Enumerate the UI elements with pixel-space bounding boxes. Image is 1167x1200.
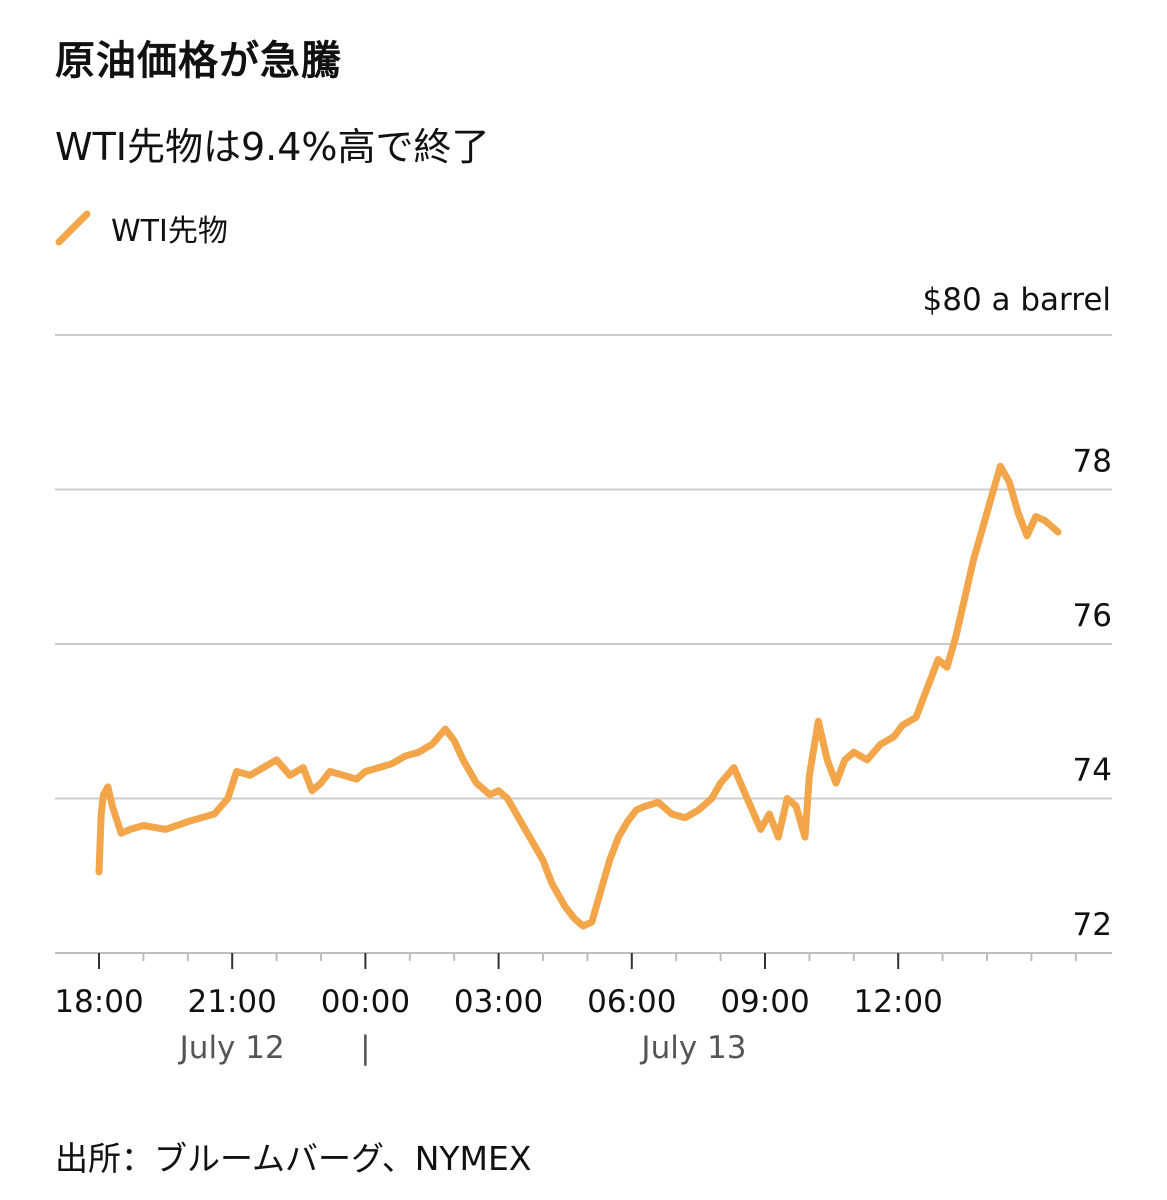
legend: WTI先物 bbox=[55, 208, 228, 249]
x-tick-label: 21:00 bbox=[188, 984, 277, 1020]
x-tick-label: 03:00 bbox=[454, 984, 543, 1020]
x-tick-label: 18:00 bbox=[54, 984, 143, 1020]
y-tick-label-78: 78 bbox=[1073, 444, 1112, 480]
y-axis-unit-label: $80 a barrel bbox=[922, 282, 1112, 318]
chart-title: 原油価格が急騰 bbox=[55, 38, 342, 84]
date-label: July 12 bbox=[178, 1030, 285, 1066]
chart-subtitle: WTI先物は9.4%高で終了 bbox=[55, 125, 490, 169]
x-tick-label: 06:00 bbox=[587, 984, 676, 1020]
y-tick-label-76: 76 bbox=[1073, 598, 1112, 634]
date-label: July 13 bbox=[639, 1030, 746, 1066]
y-tick-label-72: 72 bbox=[1073, 907, 1112, 943]
x-tick-label: 00:00 bbox=[321, 984, 410, 1020]
x-tick-label: 12:00 bbox=[854, 984, 943, 1020]
legend-label: WTI先物 bbox=[111, 214, 228, 249]
x-tick-label: 09:00 bbox=[720, 984, 809, 1020]
y-tick-label-74: 74 bbox=[1073, 753, 1112, 789]
source-note: 出所：ブルームバーグ、NYMEX bbox=[55, 1139, 532, 1178]
legend-swatch-icon bbox=[55, 210, 91, 246]
date-label: | bbox=[360, 1030, 370, 1066]
series-line-0 bbox=[95, 462, 1062, 930]
